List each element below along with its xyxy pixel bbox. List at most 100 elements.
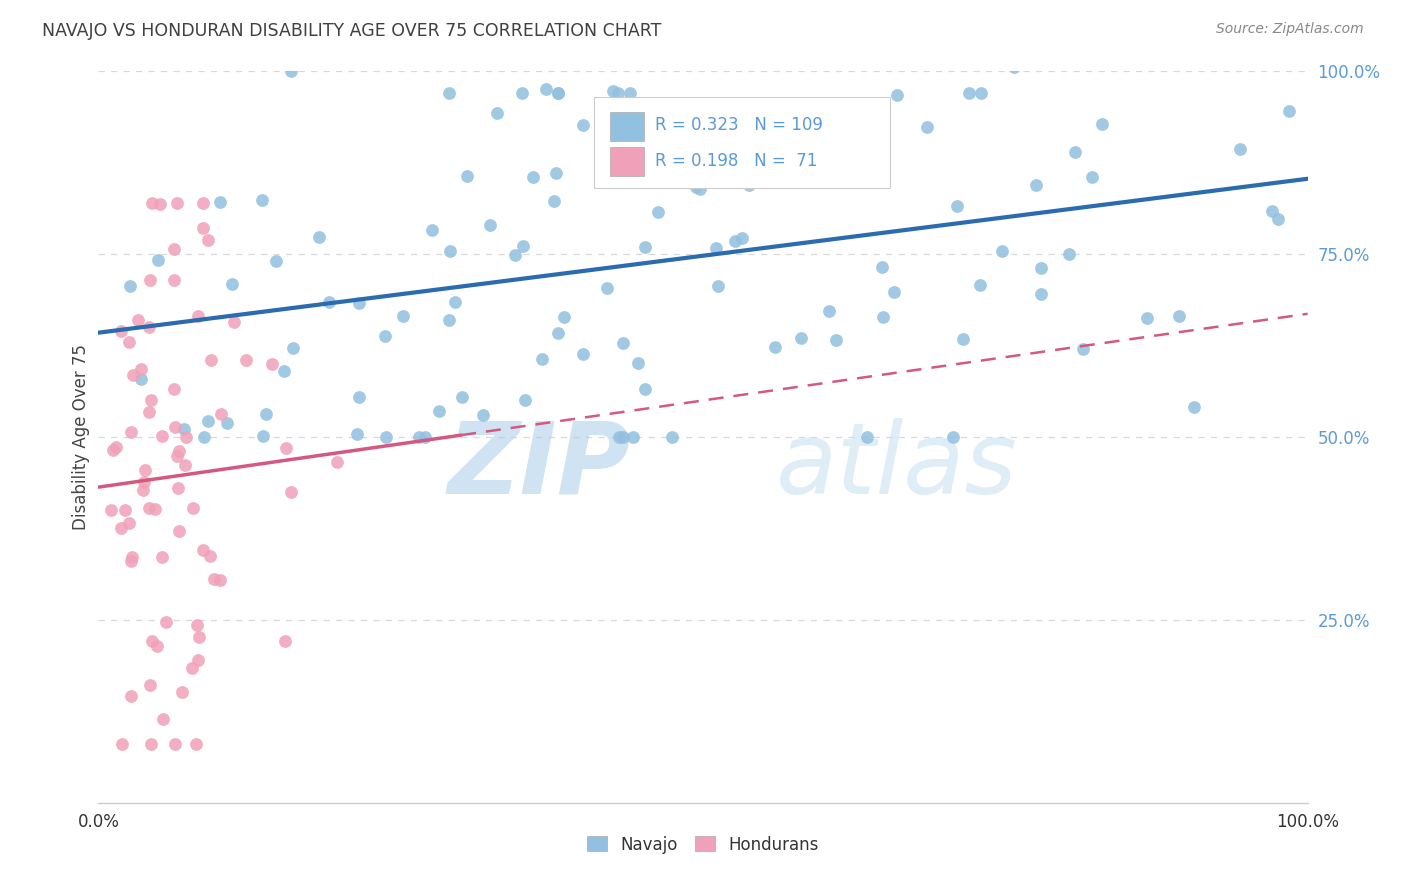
Point bbox=[897, 50, 920, 64]
Point bbox=[163, 242, 186, 256]
Point bbox=[427, 404, 450, 418]
Point bbox=[723, 122, 745, 136]
Point bbox=[621, 430, 644, 444]
Point bbox=[883, 285, 905, 299]
Point bbox=[420, 223, 443, 237]
Point bbox=[139, 737, 162, 751]
Point bbox=[1136, 310, 1159, 325]
Point bbox=[186, 618, 208, 632]
Point bbox=[208, 194, 231, 209]
Point bbox=[1107, 50, 1129, 64]
Point bbox=[105, 440, 128, 454]
Point bbox=[451, 390, 474, 404]
Point bbox=[166, 449, 188, 463]
Point bbox=[120, 425, 142, 440]
Point bbox=[704, 241, 727, 255]
Point bbox=[146, 253, 169, 268]
Point bbox=[530, 351, 553, 366]
Point bbox=[676, 153, 699, 167]
Point bbox=[209, 573, 232, 587]
Point bbox=[174, 458, 197, 472]
Point bbox=[188, 630, 211, 644]
Point bbox=[118, 278, 141, 293]
Point bbox=[1029, 260, 1052, 275]
Point bbox=[187, 309, 209, 323]
Point bbox=[627, 356, 650, 370]
Point bbox=[969, 278, 991, 293]
Point bbox=[347, 296, 370, 310]
Point bbox=[141, 634, 163, 648]
Point bbox=[693, 162, 716, 177]
Point bbox=[1071, 342, 1094, 356]
Point bbox=[534, 81, 557, 95]
Point bbox=[250, 193, 273, 207]
Point bbox=[544, 166, 567, 180]
Point bbox=[121, 549, 143, 564]
Point bbox=[1002, 60, 1025, 74]
Point bbox=[1182, 401, 1205, 415]
Point bbox=[114, 503, 136, 517]
Point bbox=[193, 221, 215, 235]
Point bbox=[326, 455, 349, 469]
Point bbox=[661, 430, 683, 444]
Point bbox=[572, 118, 595, 132]
Legend: Navajo, Hondurans: Navajo, Hondurans bbox=[581, 829, 825, 860]
Point bbox=[129, 362, 152, 376]
Point bbox=[917, 120, 939, 135]
Text: ZIP: ZIP bbox=[447, 417, 630, 515]
Point bbox=[281, 341, 304, 355]
Point bbox=[1029, 286, 1052, 301]
Point bbox=[408, 430, 430, 444]
Point bbox=[146, 639, 169, 653]
Point bbox=[825, 333, 848, 347]
Point bbox=[193, 196, 215, 211]
Point bbox=[197, 414, 219, 428]
Point bbox=[510, 87, 533, 101]
Point bbox=[117, 516, 139, 530]
Point bbox=[200, 352, 222, 367]
Point bbox=[215, 416, 238, 430]
Point bbox=[1057, 247, 1080, 261]
Point bbox=[141, 196, 163, 211]
Point bbox=[184, 737, 207, 751]
Point bbox=[472, 408, 495, 422]
Point bbox=[503, 248, 526, 262]
Point bbox=[110, 521, 132, 535]
Point bbox=[543, 194, 565, 209]
Point bbox=[127, 313, 149, 327]
Point bbox=[841, 50, 863, 64]
Point bbox=[765, 340, 787, 354]
Point bbox=[1229, 142, 1251, 156]
Point bbox=[274, 441, 297, 455]
Point bbox=[346, 427, 368, 442]
Point bbox=[155, 615, 177, 629]
Point bbox=[134, 463, 156, 477]
Point bbox=[991, 244, 1014, 258]
Point bbox=[138, 404, 160, 418]
Point bbox=[181, 500, 204, 515]
Point bbox=[173, 422, 195, 436]
Point bbox=[152, 712, 174, 726]
Point bbox=[167, 444, 190, 458]
Point bbox=[209, 408, 232, 422]
Point bbox=[193, 430, 215, 444]
Point bbox=[138, 320, 160, 334]
Point bbox=[221, 277, 243, 292]
Point bbox=[486, 105, 509, 120]
Point bbox=[139, 678, 162, 692]
Point bbox=[122, 368, 145, 382]
Point bbox=[1063, 145, 1085, 159]
Point bbox=[254, 407, 277, 421]
Point bbox=[572, 347, 595, 361]
Point bbox=[266, 254, 288, 268]
Point bbox=[318, 295, 340, 310]
Point bbox=[163, 737, 186, 751]
FancyBboxPatch shape bbox=[610, 112, 644, 141]
FancyBboxPatch shape bbox=[610, 146, 644, 176]
Point bbox=[832, 118, 855, 132]
Point bbox=[260, 357, 283, 371]
Point bbox=[235, 352, 257, 367]
Point bbox=[872, 310, 894, 325]
Point bbox=[1167, 309, 1189, 323]
Point bbox=[132, 483, 155, 498]
